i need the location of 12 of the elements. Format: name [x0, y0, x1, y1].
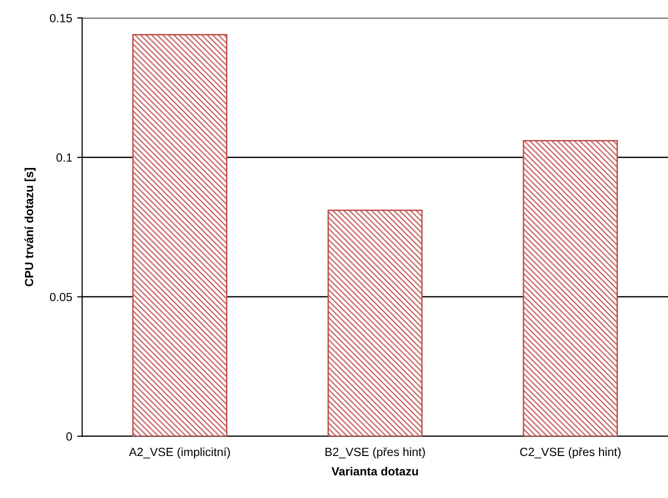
x-tick-label: C2_VSE (přes hint) [520, 447, 620, 458]
x-tick-label: A2_VSE (implicitní) [128, 447, 230, 458]
bar [132, 34, 228, 436]
bar [522, 140, 618, 436]
x-tick-label: B2_VSE (přes hint) [326, 447, 425, 458]
y-tick-label: 0.05 [50, 292, 72, 302]
y-tick-label: 0.15 [50, 14, 72, 22]
y-tick-label: 0.1 [56, 153, 72, 162]
bar [328, 210, 423, 436]
y-tick-label: 0 [66, 432, 72, 441]
x-axis-title: Varianta dotazu [332, 466, 418, 476]
y-axis-title: CPU trvání dotazu [s] [24, 168, 36, 286]
